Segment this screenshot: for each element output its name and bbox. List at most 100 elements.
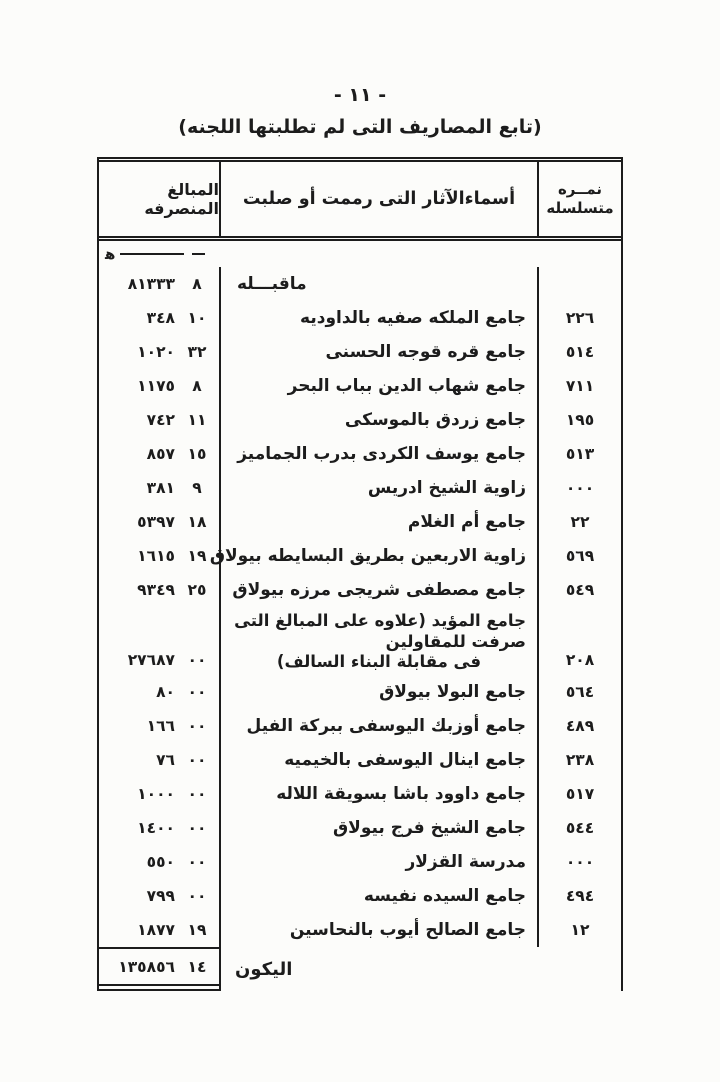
table-row: ٥٦٤ جامع البولا بيولاق ٨٠ ٠٠	[99, 675, 621, 709]
total-amount-main: ١٣٥٨٥٦	[118, 957, 175, 976]
table-row: ٥١٣ جامع يوسف الكردى بدرب الجماميز ٨٥٧ ١٥	[99, 437, 621, 471]
table-row: ٤٩٤ جامع السيده نفيسه ٧٩٩ ٠٠	[99, 879, 621, 913]
total-amount-fraction: ١٤	[187, 957, 207, 976]
amount-main: ١٠٢٠	[137, 343, 175, 361]
amount-main: ١٦١٥	[137, 547, 175, 565]
serial-cell: ٢٠٨	[537, 607, 621, 675]
amount-cell: ١٦٦ ٠٠	[99, 709, 219, 743]
serial-cell: ٠٠٠	[537, 471, 621, 505]
monument-name-cell: جامع زردق بالموسكى	[219, 403, 537, 437]
serial-cell: ٥٤٤	[537, 811, 621, 845]
amount-main: ٧٤٢	[146, 411, 175, 429]
total-amount-cell: ١٣٥٨٥٦ ١٤	[99, 947, 219, 991]
serial-cell: ٧١١	[537, 369, 621, 403]
monument-name: جامع الملكه صفيه بالداوديه	[300, 307, 526, 328]
amount-fraction: ١٩	[187, 547, 207, 565]
serial-cell: ٥٤٩	[537, 573, 621, 607]
amount-fraction: ٠٠	[187, 853, 207, 871]
amount-main: ٧٦	[156, 751, 175, 769]
monument-name: جامع يوسف الكردى بدرب الجماميز	[237, 443, 526, 464]
serial-cell: ١٩٥	[537, 403, 621, 437]
units-row: ﻫ	[99, 241, 621, 267]
monument-name: جامع الصالح أيوب بالنحاسين	[289, 919, 526, 940]
amount-main: ٥٥٠	[146, 853, 175, 871]
serial-cell: ٥٦٩	[537, 539, 621, 573]
serial-cell: ٥٦٤	[537, 675, 621, 709]
amount-main: ١١٧٥	[137, 377, 175, 395]
units-short-dash	[192, 253, 205, 255]
monument-name-cell: زاوية الشيخ ادريس	[219, 471, 537, 505]
table-row: ٧١١ جامع شهاب الدين بباب البحر ١١٧٥ ٨	[99, 369, 621, 403]
amount-fraction: ١٩	[187, 921, 207, 939]
table-row: ٥٦٩ زاوية الاربعين بطريق البسايطه بيولاق ١…	[99, 539, 621, 573]
amount-main: ١٨٧٧	[137, 921, 175, 939]
monument-name: جامع الشيخ فرج بيولاق	[332, 817, 526, 838]
monument-name: جامع شهاب الدين بباب البحر	[287, 375, 526, 396]
total-serial-cell	[537, 947, 621, 991]
amount-fraction: ٠٠	[187, 683, 207, 701]
table-row: ٥١٧ جامع داوود باشا بسويقة اللاله ١٠٠٠ ٠٠	[99, 777, 621, 811]
monument-name: جامع البولا بيولاق	[379, 681, 526, 702]
total-row: اليكون ١٣٥٨٥٦ ١٤	[99, 947, 621, 991]
serial-cell: ٥١٧	[537, 777, 621, 811]
serial-cell: ٤٨٩	[537, 709, 621, 743]
amount-cell: ١٦١٥ ١٩	[99, 539, 219, 573]
table-row: ٠٠٠ زاوية الشيخ ادريس ٣٨١ ٩	[99, 471, 621, 505]
amount-main: ٣٤٨	[146, 309, 175, 327]
monument-name: جامع أم الغلام	[407, 511, 526, 532]
monument-name-cell: جامع مصطفى شريجى مرزه بيولاق	[219, 573, 537, 607]
amount-main: ٥٣٩٧	[137, 513, 175, 531]
amount-fraction: ٩	[192, 479, 202, 497]
serial-header-line1: نمــره	[557, 180, 603, 198]
serial-cell: ٢٢٦	[537, 301, 621, 335]
table-row: ٤٨٩ جامع أوزبك اليوسفى ببركة الفيل ١٦٦ ٠٠	[99, 709, 621, 743]
monument-name-cell: زاوية الاربعين بطريق البسايطه بيولاق	[209, 539, 537, 573]
table-row: ٥١٤ جامع قره قوجه الحسنى ١٠٢٠ ٣٢	[99, 335, 621, 369]
units-long-dash	[120, 253, 184, 255]
table-row: ٢٢٦ جامع الملكه صفيه بالداوديه ٣٤٨ ١٠	[99, 301, 621, 335]
table-row: ٢٣٨ جامع اينال اليوسفى بالخيميه ٧٦ ٠٠	[99, 743, 621, 777]
amount-cell: ٨٥٧ ١٥	[99, 437, 219, 471]
amounts-column-header: المبالغ المنصرفه	[144, 180, 219, 218]
monument-name-cell: جامع أوزبك اليوسفى ببركة الفيل	[219, 709, 537, 743]
table-row: ١٩٥ جامع زردق بالموسكى ٧٤٢ ١١	[99, 403, 621, 437]
amount-main: ١٤٠٠	[137, 819, 175, 837]
monument-name: جامع زردق بالموسكى	[344, 409, 526, 430]
monument-name-cell: جامع الصالح أيوب بالنحاسين	[219, 913, 537, 947]
monument-name-cell: جامع داوود باشا بسويقة اللاله	[219, 777, 537, 811]
amount-cell: ١٨٧٧ ١٩	[99, 913, 219, 947]
amount-cell: ٣٨١ ٩	[99, 471, 219, 505]
serial-cell: ٠٠٠	[537, 845, 621, 879]
amount-cell: ٧٤٢ ١١	[99, 403, 219, 437]
amount-main: ٨٠	[156, 683, 175, 701]
table-row: ٥٤٤ جامع الشيخ فرج بيولاق ١٤٠٠ ٠٠	[99, 811, 621, 845]
amount-fraction: ١١	[187, 411, 207, 429]
monument-name-line2: فى مقابلة البناء السالف)	[276, 652, 482, 671]
monument-name: زاوية الشيخ ادريس	[367, 477, 526, 498]
monument-name: جامع المؤيد (علاوه على المبالغ التى صرفت…	[234, 611, 526, 651]
serial-cell: ٥١٤	[537, 335, 621, 369]
monument-name: ماقبـــله	[237, 273, 307, 294]
amount-cell: ٥٣٩٧ ١٨	[99, 505, 219, 539]
amount-main: ٧٩٩	[146, 887, 175, 905]
units-amount-cell: ﻫ	[99, 245, 219, 263]
amount-fraction: ٠٠	[187, 785, 207, 803]
amount-cell: ١٠٠٠ ٠٠	[99, 777, 219, 811]
monument-name: زاوية الاربعين بطريق البسايطه بيولاق	[209, 545, 526, 566]
amount-cell: ١١٧٥ ٨	[99, 369, 219, 403]
monuments-column-header: أسماءالآثار التى رممت أو صلبت	[219, 162, 537, 236]
amount-fraction: ٠٠	[187, 819, 207, 837]
amount-fraction: ٢٥	[187, 581, 207, 599]
amount-main: ١٠٠٠	[137, 785, 175, 803]
amount-fraction: ١٨	[187, 513, 207, 531]
amount-cell: ٥٥٠ ٠٠	[99, 845, 219, 879]
monument-name: جامع أوزبك اليوسفى ببركة الفيل	[246, 715, 526, 736]
monument-name-cell: جامع اينال اليوسفى بالخيميه	[219, 743, 537, 777]
amount-cell: ١٤٠٠ ٠٠	[99, 811, 219, 845]
monument-name: مدرسة القزلار	[405, 851, 526, 872]
serial-cell: ١٢	[537, 913, 621, 947]
monument-name-cell: ماقبـــله	[219, 267, 537, 301]
serial-column-header: نمــره متسلسله	[537, 162, 621, 236]
table-row: ٠٠٠ مدرسة القزلار ٥٥٠ ٠٠	[99, 845, 621, 879]
amount-cell: ٧٦ ٠٠	[99, 743, 219, 777]
